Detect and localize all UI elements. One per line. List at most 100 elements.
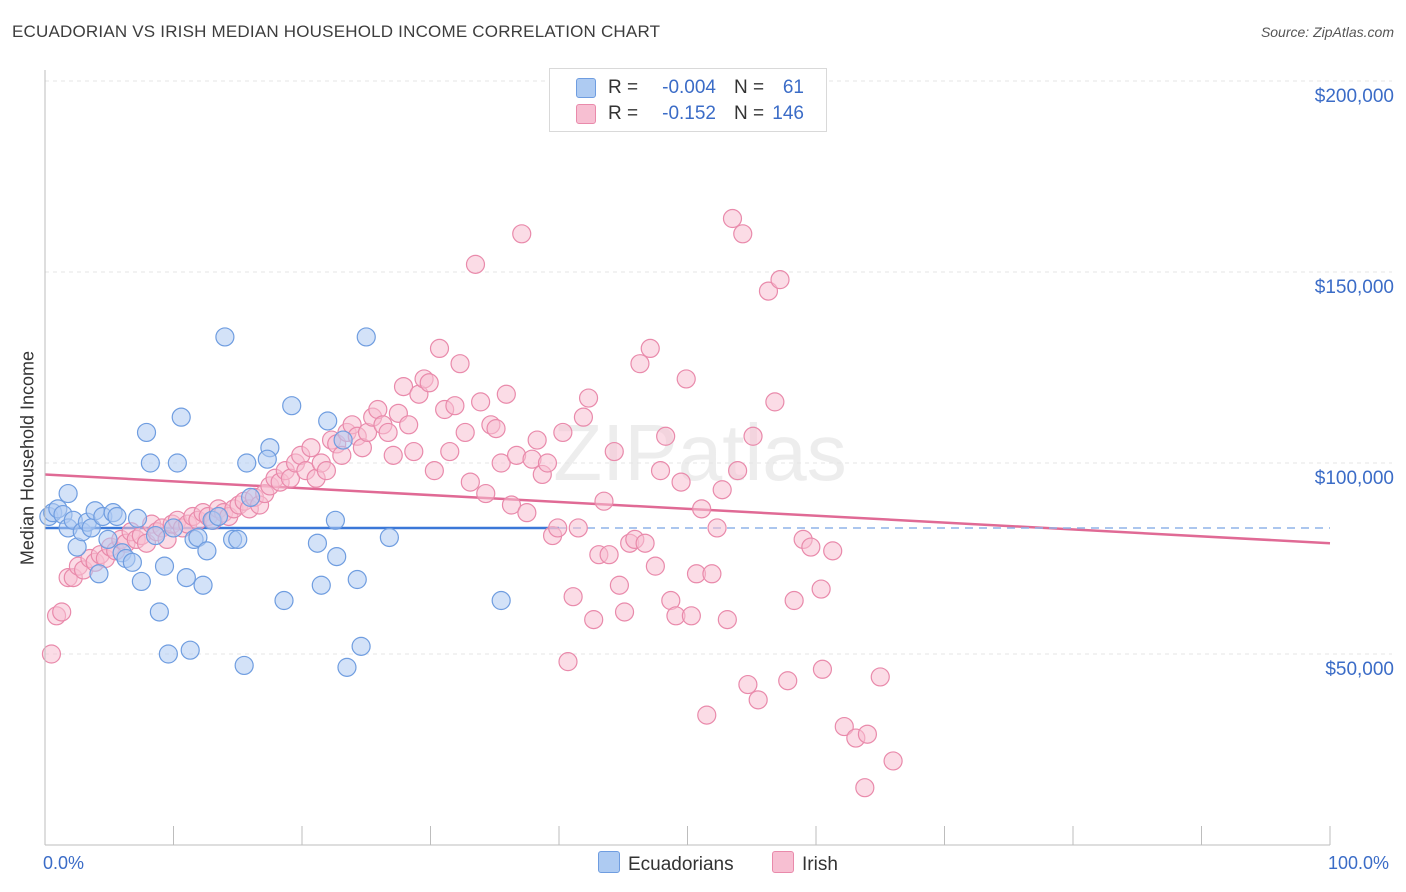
y-tick-50000: $50,000	[1325, 659, 1394, 680]
data-point-ecuadorians	[237, 453, 257, 473]
legend-item-ecuadorians[interactable]: Ecuadorians	[598, 851, 734, 876]
data-point-irish	[378, 422, 398, 443]
data-point-irish	[471, 392, 491, 412]
data-point-irish	[609, 575, 629, 595]
data-point-irish	[404, 441, 424, 462]
legend-n-value: 146	[772, 103, 804, 124]
data-point-irish	[496, 384, 516, 404]
data-point-irish	[811, 579, 831, 599]
data-point-ecuadorians	[318, 411, 338, 431]
legend-r-label: R =	[608, 103, 639, 124]
data-point-irish	[784, 590, 804, 611]
watermark: ZIPatlas	[553, 408, 846, 497]
data-point-ecuadorians	[154, 556, 175, 576]
data-point-irish	[527, 430, 547, 450]
data-point-irish	[301, 438, 321, 458]
data-point-irish	[635, 533, 655, 553]
y-tick-200000: $200,000	[1314, 86, 1394, 107]
data-point-irish	[594, 491, 614, 511]
data-point-ecuadorians	[274, 590, 294, 611]
axes	[44, 70, 1331, 846]
data-point-irish	[41, 644, 62, 664]
data-point-irish	[722, 208, 743, 229]
data-point-irish	[712, 480, 732, 500]
data-point-irish	[650, 461, 671, 481]
data-point-irish	[765, 392, 785, 412]
data-point-irish	[801, 537, 821, 557]
data-point-irish	[778, 671, 798, 691]
data-point-irish	[855, 778, 875, 798]
data-point-ecuadorians	[282, 396, 302, 416]
data-point-irish	[733, 224, 753, 244]
data-point-irish	[316, 461, 337, 481]
data-point-irish	[512, 224, 532, 244]
data-point-irish	[676, 369, 696, 389]
data-point-ecuadorians	[149, 602, 169, 622]
data-point-irish	[702, 564, 722, 584]
data-point-irish	[599, 545, 619, 565]
data-point-ecuadorians	[180, 640, 200, 660]
data-point-ecuadorians	[140, 453, 160, 473]
data-point-ecuadorians	[325, 510, 346, 530]
data-point-irish	[717, 610, 737, 630]
x-min-label: 0.0%	[43, 853, 85, 873]
data-point-irish	[393, 377, 414, 397]
data-point-irish	[645, 556, 665, 576]
data-point-irish	[537, 453, 558, 473]
data-point-irish	[870, 667, 890, 687]
data-point-ecuadorians	[188, 527, 208, 548]
data-point-irish	[812, 659, 833, 679]
data-point-ecuadorians	[197, 541, 217, 561]
data-point-irish	[450, 354, 470, 374]
data-point-irish	[517, 503, 537, 523]
legend-label-irish: Irish	[802, 854, 838, 875]
data-point-ecuadorians	[136, 422, 157, 443]
legend-row-irish: R = -0.152 N = 146	[550, 101, 826, 127]
data-point-ecuadorians	[241, 487, 261, 507]
data-point-irish	[681, 606, 701, 626]
data-point-irish	[584, 610, 604, 630]
x-max-label: 100.0%	[1328, 853, 1390, 873]
data-point-ecuadorians	[98, 529, 118, 550]
data-point-irish	[857, 724, 878, 744]
data-point-irish	[563, 587, 583, 607]
data-point-irish	[476, 483, 496, 504]
data-point-ecuadorians	[347, 569, 367, 590]
data-point-irish	[656, 426, 676, 446]
data-point-irish	[728, 461, 748, 481]
data-point-ecuadorians	[234, 655, 254, 676]
data-point-irish	[770, 270, 790, 290]
legend-r-value: -0.152	[662, 103, 716, 124]
data-point-irish	[429, 338, 450, 358]
data-point-irish	[743, 426, 763, 446]
data-point-ecuadorians	[311, 575, 331, 595]
data-point-ecuadorians	[351, 636, 371, 656]
data-point-ecuadorians	[89, 564, 109, 584]
data-point-irish	[630, 354, 650, 374]
data-point-ecuadorians	[215, 327, 235, 347]
data-point-ecuadorians	[176, 567, 196, 588]
y-tick-150000: $150,000	[1314, 277, 1394, 298]
data-point-irish	[455, 422, 475, 443]
data-point-irish	[834, 716, 854, 737]
legend-item-irish[interactable]: Irish	[772, 851, 838, 876]
legend-n-label: N =	[734, 103, 765, 124]
data-point-ecuadorians	[193, 575, 213, 595]
data-point-ecuadorians	[122, 552, 142, 572]
y-tick-100000: $100,000	[1314, 468, 1394, 489]
data-point-irish	[671, 472, 691, 492]
data-point-irish	[553, 422, 573, 443]
data-point-ecuadorians	[337, 657, 357, 677]
data-point-ecuadorians	[491, 590, 511, 611]
data-points	[39, 208, 903, 798]
data-point-ecuadorians	[131, 571, 151, 592]
data-point-irish	[738, 674, 758, 695]
data-point-ecuadorians	[333, 430, 353, 450]
source-label: Source: ZipAtlas.com	[1260, 24, 1394, 40]
data-point-irish	[501, 495, 522, 515]
data-point-irish	[758, 281, 779, 301]
data-point-ecuadorians	[307, 533, 328, 553]
data-point-ecuadorians	[228, 529, 248, 550]
data-point-ecuadorians	[158, 644, 178, 664]
